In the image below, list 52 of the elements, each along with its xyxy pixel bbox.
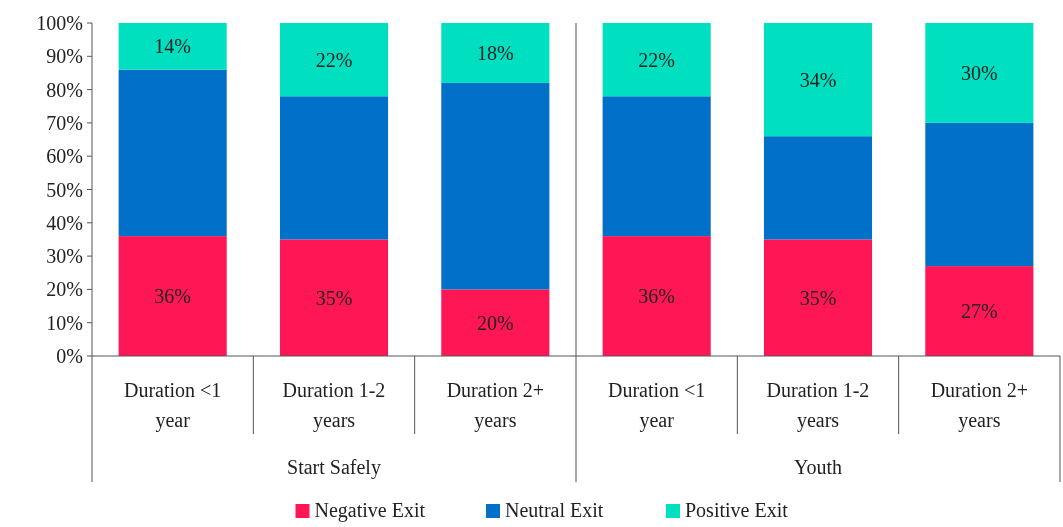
- bar: [118, 236, 227, 356]
- bar: [763, 23, 873, 137]
- y-tick-label: 70%: [46, 111, 83, 134]
- bar: [279, 96, 389, 240]
- data-label: 27%: [961, 300, 998, 323]
- data-label: 22%: [638, 48, 675, 71]
- y-tick-label: 30%: [46, 245, 83, 268]
- text: Youth: [794, 456, 842, 478]
- bar: [118, 23, 227, 70]
- bar: [602, 23, 711, 97]
- data-label: 30%: [961, 61, 998, 84]
- legend-label: Neutral Exit: [505, 499, 604, 521]
- x-tick-label: Duration 2+ years: [930, 379, 1029, 432]
- y-tick-label: 60%: [46, 145, 83, 168]
- bar: [925, 23, 1034, 123]
- bar: [602, 236, 711, 356]
- x-tick-label: Duration 1-2 years: [766, 379, 870, 432]
- y-tick-label: 50%: [46, 178, 83, 201]
- y-tick-label: 80%: [46, 78, 83, 101]
- data-label: 22%: [315, 48, 353, 71]
- bar: [279, 23, 389, 97]
- x-tick-label: Duration 1-2 years: [282, 379, 386, 432]
- text: Start Safely: [287, 456, 381, 479]
- bar: [279, 239, 389, 356]
- legend-label: Positive Exit: [685, 499, 789, 521]
- bar: [441, 82, 550, 290]
- y-tick-label: 40%: [46, 211, 83, 234]
- data-label: 36%: [154, 285, 191, 308]
- bar: [441, 289, 550, 356]
- data-label: 18%: [477, 41, 514, 64]
- bar: [925, 266, 1034, 356]
- y-tick-label: 90%: [46, 45, 83, 68]
- y-tick-label: 10%: [46, 311, 83, 334]
- x-tick-label: Duration 2+ years: [446, 379, 545, 432]
- y-tick-label: 20%: [46, 278, 83, 301]
- bar: [925, 122, 1034, 267]
- bar: [763, 239, 873, 356]
- x-tick-label: Duration <1 year: [123, 379, 222, 432]
- bar: [441, 23, 550, 83]
- y-tick-label: 0%: [56, 345, 83, 367]
- data-label: 14%: [154, 35, 191, 58]
- data-label: 20%: [477, 311, 514, 334]
- data-label: 35%: [315, 286, 353, 309]
- legend-label: Negative Exit: [314, 499, 426, 522]
- data-label: 36%: [638, 285, 675, 308]
- bar: [763, 136, 873, 240]
- y-tick-label: 100%: [36, 12, 83, 34]
- bar: [602, 96, 711, 237]
- x-tick-label: Duration <1 year: [607, 379, 706, 432]
- data-label: 35%: [799, 286, 837, 309]
- bar: [118, 69, 227, 237]
- data-label: 34%: [799, 68, 837, 91]
